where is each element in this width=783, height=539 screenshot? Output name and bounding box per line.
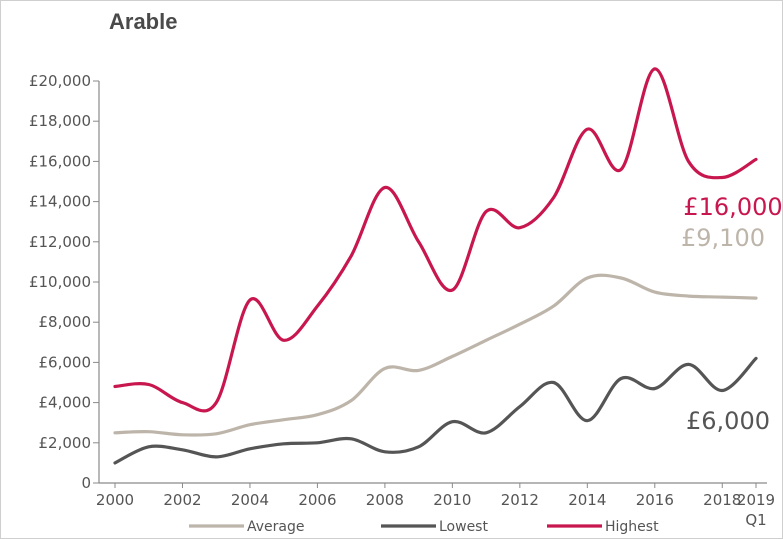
legend-label-lowest: Lowest (439, 519, 488, 535)
x-tick-label: 2019 (737, 491, 775, 509)
y-tick-label: £2,000 (39, 434, 92, 452)
x-tick-label: 2016 (636, 491, 674, 509)
legend: Average Lowest Highest (189, 519, 659, 535)
y-tick-label: £18,000 (29, 112, 91, 130)
end-labels: £9,100 £6,000 £16,000 (681, 193, 782, 435)
y-tick-label: £4,000 (39, 394, 92, 412)
x-tick-label: 2014 (568, 491, 606, 509)
y-tick-label: £10,000 (29, 273, 91, 291)
x-tick-sublabel: Q1 (745, 511, 766, 529)
x-tick-label: 2008 (366, 491, 404, 509)
y-tick-label: £16,000 (29, 152, 91, 170)
legend-label-highest: Highest (605, 519, 659, 535)
end-label-average: £9,100 (681, 224, 765, 252)
series-lines (113, 67, 758, 465)
x-tick-label: 2004 (231, 491, 269, 509)
x-tick-label: 2012 (501, 491, 539, 509)
axes: 0 £2,000 £4,000 £6,000 £8,000 £10,000 £12,000 £… (29, 72, 775, 529)
x-tick-label: 2018 (703, 491, 741, 509)
series-line-highest (113, 67, 758, 413)
y-tick-label: 0 (81, 474, 91, 492)
chart-title: Arable (109, 9, 177, 34)
y-tick-label: £14,000 (29, 193, 91, 211)
x-tick-label: 2002 (163, 491, 201, 509)
x-tick-label: 2000 (96, 491, 134, 509)
legend-label-average: Average (247, 519, 305, 535)
y-tick-label: £6,000 (39, 353, 92, 371)
y-tick-label: £20,000 (29, 72, 91, 90)
x-tick-label: 2006 (298, 491, 336, 509)
end-label-highest: £16,000 (683, 193, 782, 221)
series-line-average (113, 273, 758, 437)
series-line-lowest (113, 356, 758, 465)
x-tick-label: 2010 (433, 491, 471, 509)
y-tick-label: £8,000 (39, 313, 92, 331)
y-tick-label: £12,000 (29, 233, 91, 251)
end-label-lowest: £6,000 (686, 407, 770, 435)
